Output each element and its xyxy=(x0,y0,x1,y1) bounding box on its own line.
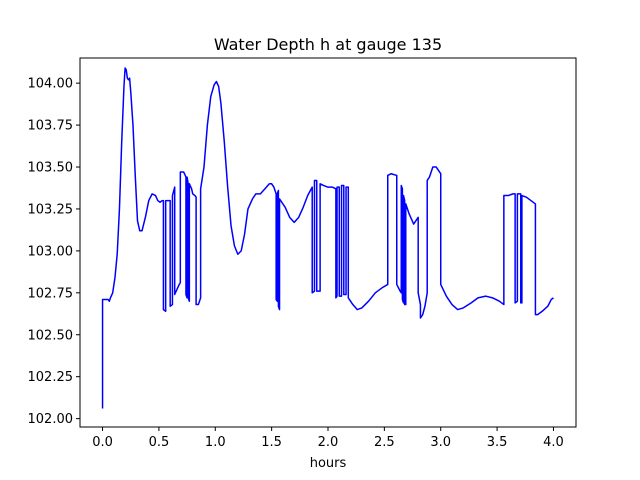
y-tick-label: 104.00 xyxy=(28,77,74,92)
y-tick-label: 102.75 xyxy=(28,286,74,301)
y-tick-label: 103.25 xyxy=(28,202,74,217)
x-tick-label: 1.5 xyxy=(261,435,282,450)
y-tick-label: 102.00 xyxy=(28,412,74,427)
x-tick-label: 3.0 xyxy=(430,435,451,450)
y-tick-label: 103.75 xyxy=(28,119,74,134)
x-tick-label: 1.0 xyxy=(205,435,226,450)
y-tick-label: 103.50 xyxy=(28,161,74,176)
x-axis-label: hours xyxy=(310,456,347,471)
y-tick-label: 102.50 xyxy=(28,328,74,343)
x-tick-label: 2.0 xyxy=(318,435,339,450)
x-tick-label: 4.0 xyxy=(543,435,564,450)
x-tick-label: 2.5 xyxy=(374,435,395,450)
x-tick-label: 3.5 xyxy=(487,435,508,450)
y-tick-label: 103.00 xyxy=(28,244,74,259)
series-line-0 xyxy=(101,67,554,409)
y-tick-label: 102.25 xyxy=(28,370,74,385)
x-tick-label: 0.5 xyxy=(149,435,170,450)
chart-title: Water Depth h at gauge 135 xyxy=(214,35,442,54)
plot-area: 0.0 0.5 1.0 1.5 2.0 2.5 3.0 3.5 4.0 102.00 102.25 1… xyxy=(28,57,577,450)
x-tick-label: 0.0 xyxy=(92,435,113,450)
